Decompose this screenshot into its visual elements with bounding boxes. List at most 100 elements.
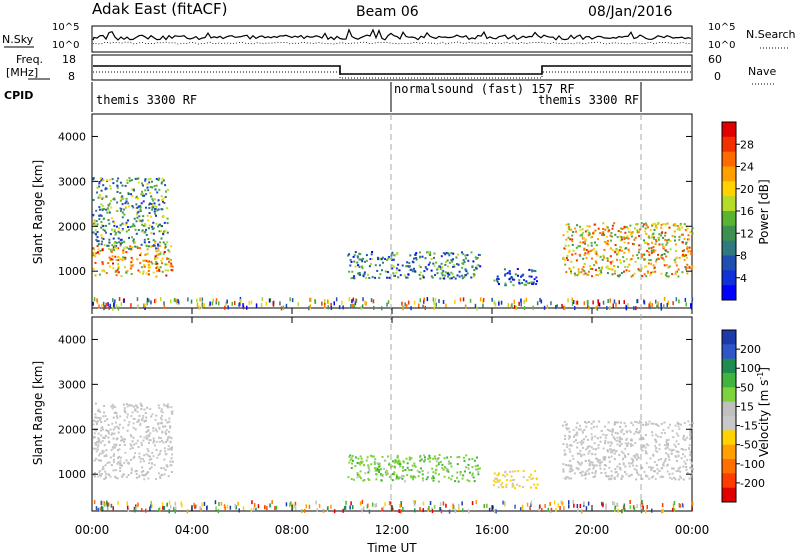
ground-scatter-cell	[461, 501, 463, 506]
range-cell	[106, 461, 109, 464]
range-cell	[108, 432, 110, 435]
range-cell	[149, 202, 152, 205]
range-cell	[664, 274, 667, 276]
range-cell	[132, 405, 135, 408]
range-cell	[132, 238, 135, 241]
range-cell	[618, 249, 621, 252]
range-cell	[137, 418, 140, 421]
range-cell	[587, 250, 590, 253]
range-cell	[119, 224, 122, 227]
range-cell	[133, 224, 136, 227]
ground-scatter-cell	[118, 297, 121, 301]
ground-scatter-cell	[255, 303, 258, 308]
range-cell	[407, 265, 410, 268]
range-cell	[97, 408, 100, 411]
range-cell	[535, 477, 538, 480]
range-cell	[164, 245, 167, 248]
range-cell	[535, 276, 538, 279]
range-cell	[97, 420, 100, 423]
range-cell	[123, 443, 126, 446]
range-cell	[660, 223, 663, 226]
range-cell	[148, 212, 151, 214]
range-cell	[134, 470, 137, 473]
range-cell	[117, 271, 120, 274]
range-cell	[393, 465, 396, 468]
range-cell	[441, 463, 444, 466]
range-cell	[638, 248, 641, 251]
range-cell	[594, 475, 596, 478]
ground-scatter-cell	[617, 508, 619, 513]
range-cell	[391, 264, 394, 267]
ground-scatter-cell	[641, 500, 643, 504]
range-cell	[645, 462, 648, 465]
range-cell	[451, 475, 454, 478]
range-cell	[606, 226, 609, 229]
ground-scatter-cell	[97, 507, 99, 512]
ground-scatter-cell	[648, 303, 650, 308]
colorbar-swatch	[722, 416, 736, 431]
ground-scatter-cell	[175, 298, 177, 303]
range-cell	[126, 405, 129, 408]
range-cell	[570, 272, 572, 275]
ground-scatter-cell	[592, 300, 594, 305]
ground-scatter-cell	[99, 507, 101, 512]
ground-scatter-cell	[187, 297, 189, 302]
range-cell	[514, 470, 517, 473]
range-cell	[143, 420, 146, 423]
range-cell	[104, 187, 107, 190]
ground-scatter-cell	[212, 298, 214, 303]
range-cell	[92, 473, 95, 476]
range-cell	[100, 220, 103, 223]
ground-scatter-cell	[635, 306, 637, 311]
range-cell	[521, 274, 524, 277]
colorbar-tick-label: 28	[740, 138, 754, 151]
range-cell	[126, 413, 129, 416]
range-cell	[155, 414, 158, 417]
range-cell	[421, 469, 424, 472]
colorbar-swatch	[722, 240, 736, 256]
range-cell	[591, 249, 594, 252]
range-cell	[171, 412, 174, 415]
range-cell	[588, 231, 591, 234]
ground-scatter-cell	[92, 301, 94, 306]
range-cell	[522, 486, 525, 488]
ground-scatter-cell	[426, 297, 429, 302]
range-cell	[111, 255, 114, 258]
range-cell	[161, 473, 164, 476]
range-cell	[373, 462, 376, 465]
colorbar-tick-label: 50	[740, 381, 754, 394]
range-cell	[127, 219, 129, 222]
range-cell	[105, 472, 108, 475]
range-cell	[663, 246, 666, 249]
range-cell	[377, 256, 379, 259]
range-cell	[121, 464, 123, 467]
ground-scatter-cell	[163, 505, 166, 510]
range-cell	[99, 459, 102, 462]
range-cell	[684, 229, 687, 232]
range-cell	[445, 468, 448, 471]
ground-scatter-cell	[353, 303, 356, 308]
range-cell	[101, 249, 104, 252]
range-cell	[164, 243, 167, 246]
range-cell	[102, 450, 105, 453]
range-cell	[648, 253, 651, 256]
range-cell	[610, 232, 613, 234]
ground-scatter-cell	[193, 502, 195, 507]
range-cell	[108, 241, 111, 244]
range-cell	[140, 243, 143, 246]
range-cell	[657, 424, 660, 427]
ground-scatter-cell	[679, 503, 681, 508]
range-cell	[621, 238, 624, 241]
range-cell	[683, 455, 686, 458]
range-cell	[577, 467, 580, 470]
range-cell	[414, 253, 417, 256]
range-cell	[571, 234, 574, 237]
range-cell	[396, 476, 398, 478]
range-cell	[156, 254, 158, 257]
range-cell	[440, 255, 443, 258]
range-cell	[114, 446, 116, 449]
range-cell	[92, 213, 95, 216]
nsearch-right-tick-high: 10^5	[708, 22, 735, 33]
range-cell	[577, 268, 580, 271]
range-cell	[598, 464, 601, 467]
